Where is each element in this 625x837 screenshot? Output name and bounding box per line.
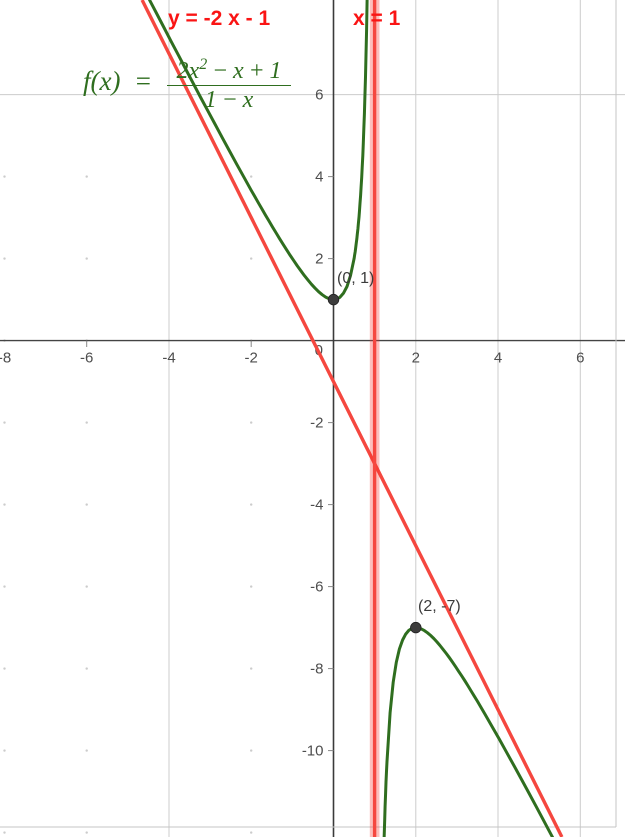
svg-text:6: 6 xyxy=(315,87,323,104)
svg-text:2: 2 xyxy=(315,251,323,268)
svg-text:-8: -8 xyxy=(310,661,323,678)
svg-text:-2: -2 xyxy=(245,350,258,367)
svg-text:4: 4 xyxy=(315,169,323,186)
svg-text:6: 6 xyxy=(576,350,584,367)
svg-text:4: 4 xyxy=(494,350,502,367)
svg-text:-6: -6 xyxy=(310,579,323,596)
svg-text:-10: -10 xyxy=(302,743,324,760)
svg-text:-2: -2 xyxy=(310,415,323,432)
svg-text:2: 2 xyxy=(412,350,420,367)
svg-text:-4: -4 xyxy=(310,497,323,514)
svg-text:-8: -8 xyxy=(0,350,11,367)
svg-text:-4: -4 xyxy=(162,350,175,367)
svg-text:-6: -6 xyxy=(80,350,93,367)
